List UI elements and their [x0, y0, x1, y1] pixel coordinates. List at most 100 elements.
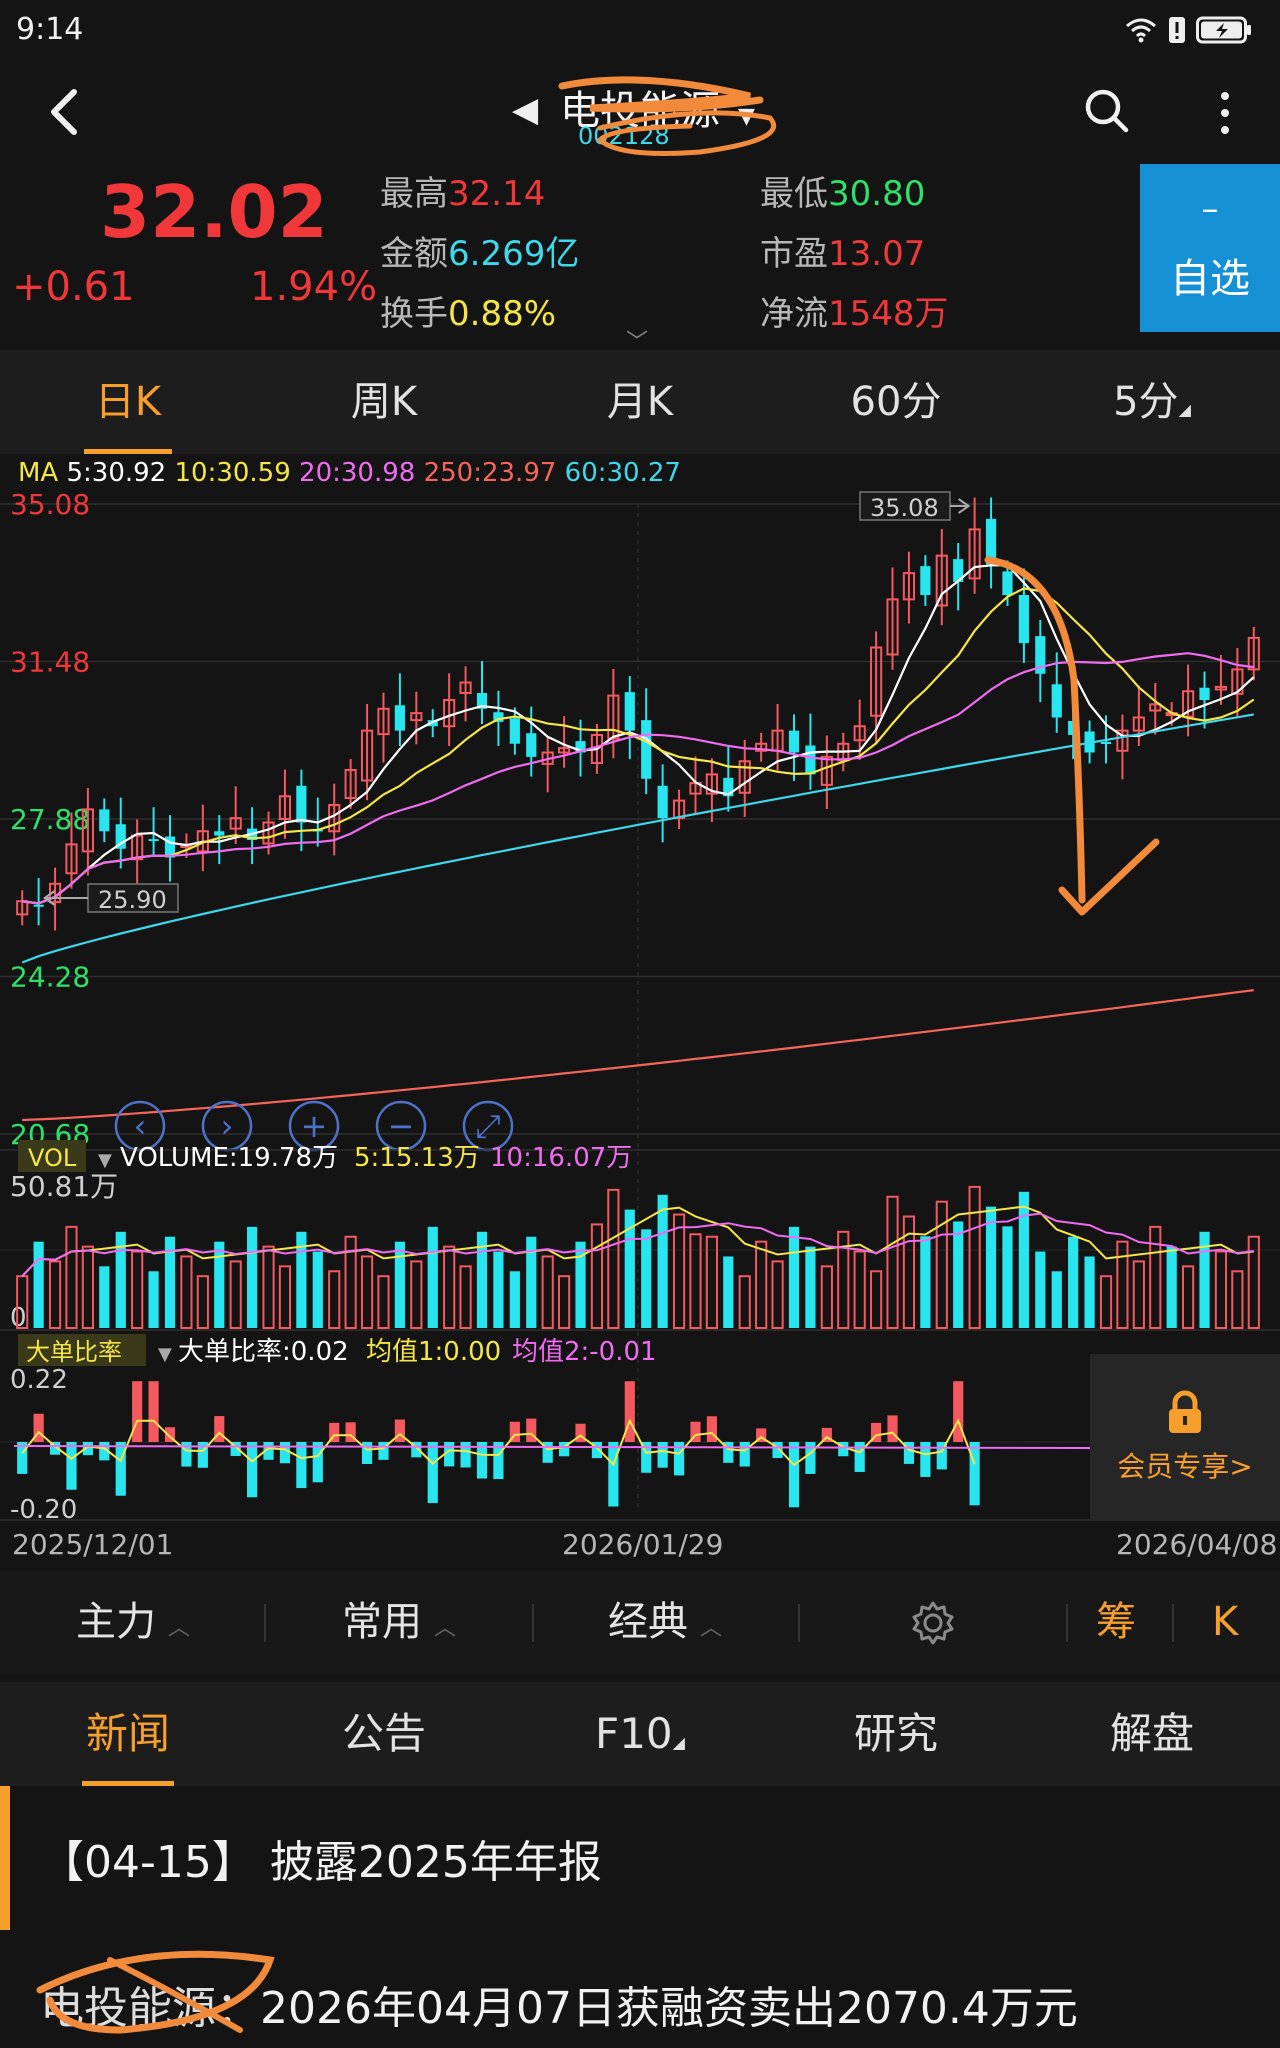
big-order-bar — [279, 1442, 291, 1464]
candle — [935, 554, 948, 607]
more-vertical-icon[interactable] — [1210, 88, 1240, 138]
candle — [870, 646, 883, 717]
candle — [755, 742, 768, 752]
tab-60min[interactable]: 60分 — [850, 379, 942, 425]
settings-gear-icon[interactable] — [910, 1600, 956, 1646]
volume-bar — [837, 1230, 850, 1330]
chip-distribution-button[interactable]: 筹 — [1096, 1599, 1136, 1645]
volume-bar — [81, 1245, 94, 1329]
ma-legend: MA 5:30.92 10:30.59 20:30.98 250:23.97 6… — [18, 458, 681, 488]
big-order-bar — [476, 1442, 488, 1479]
volume-bar — [1231, 1270, 1244, 1330]
volume-bar — [328, 1270, 341, 1330]
volume-bar — [1084, 1256, 1095, 1328]
candle — [985, 518, 997, 565]
volume-bar — [886, 1195, 899, 1329]
big-order-bar — [214, 1416, 225, 1442]
k-button[interactable]: K — [1212, 1599, 1239, 1645]
big-order-bar — [493, 1442, 504, 1480]
news-list: 【04-15】 披露2025年年报 电投能源：2026年04月07日获融资卖出2… — [0, 1786, 1280, 2048]
big-order-bar — [526, 1418, 537, 1442]
prev-stock-icon[interactable]: ◀ — [512, 90, 539, 130]
big-order-bar — [82, 1442, 93, 1456]
volume-bar — [360, 1255, 374, 1330]
candle — [410, 712, 423, 722]
volume-bar — [788, 1226, 800, 1328]
candle — [1068, 721, 1079, 735]
news-item[interactable]: 【04-15】 披露2025年年报 — [40, 1837, 602, 1888]
search-icon[interactable] — [1082, 86, 1132, 136]
tab-weekly[interactable]: 周K — [350, 379, 418, 425]
volume-bar — [1002, 1226, 1013, 1328]
volume-bar — [590, 1223, 604, 1330]
candle — [1002, 571, 1013, 595]
volume-bar — [1051, 1271, 1062, 1328]
tab-announcements[interactable]: 公告 — [341, 1709, 426, 1758]
toolbar-main-force[interactable]: 主力 ︿ — [76, 1599, 191, 1645]
volume-bar — [1182, 1265, 1195, 1330]
big-order-bar — [361, 1442, 373, 1465]
big-order-bar — [903, 1442, 915, 1464]
volume-bar — [657, 1194, 668, 1328]
candle — [1100, 742, 1112, 744]
volume-bar — [705, 1235, 718, 1329]
volume-bar — [148, 1271, 159, 1328]
big-order-bar — [788, 1442, 800, 1508]
big-order-bar — [247, 1442, 258, 1498]
toolbar-classic[interactable]: 经典 ︿ — [608, 1599, 723, 1645]
volume-bar — [296, 1231, 307, 1328]
add-favorite-button[interactable]: – 自选 — [1140, 164, 1280, 332]
tab-daily[interactable]: 日K — [0, 350, 256, 454]
big-order-bar — [805, 1442, 816, 1474]
volume-bar — [1068, 1236, 1079, 1328]
volume-bar — [935, 1200, 948, 1329]
candle — [377, 707, 390, 736]
member-exclusive-panel[interactable]: 会员专享> — [1090, 1354, 1280, 1520]
volume-bar — [689, 1233, 702, 1330]
period-tabs: 日K 周K 月K 60分 5分◢ — [0, 350, 1280, 454]
candle — [493, 712, 504, 722]
candle — [459, 681, 472, 694]
ma250-line — [22, 989, 1254, 1122]
chevron-down-icon: ▼ — [98, 1150, 112, 1171]
chevron-down-icon[interactable]: ﹀ — [626, 330, 649, 355]
tab-news[interactable]: 新闻 — [0, 1682, 256, 1786]
volume-bar — [575, 1241, 586, 1328]
volume-max-label: 50.81万 — [10, 1170, 118, 1203]
big-order-bar — [756, 1428, 767, 1442]
toolbar-common[interactable]: 常用 ︿ — [342, 1599, 457, 1645]
member-exclusive-label: 会员专享> — [1117, 1450, 1253, 1483]
big-order-bar — [148, 1381, 159, 1442]
news-item[interactable]: 电投能源：2026年04月07日获融资卖出2070.4万元 — [40, 1983, 1078, 2034]
big-order-bar — [969, 1442, 980, 1506]
chevron-up-icon: ︿ — [700, 1616, 723, 1641]
volume-bar — [672, 1213, 686, 1329]
volume-bar — [115, 1231, 126, 1328]
vol-tag-bg — [18, 1140, 86, 1172]
tab-monthly[interactable]: 月K — [606, 379, 674, 425]
metric-high: 最高32.14 — [380, 174, 546, 214]
date-label-start: 2025/12/01 — [12, 1528, 174, 1561]
toolbar-divider — [532, 1604, 534, 1642]
volume-bar — [607, 1188, 620, 1330]
big-order-bar — [509, 1421, 520, 1442]
tab-analysis[interactable]: 解盘 — [1109, 1709, 1194, 1758]
candle — [1231, 668, 1244, 695]
candle — [360, 729, 374, 782]
volume-bar — [771, 1260, 784, 1330]
volume-bar — [509, 1271, 520, 1328]
back-arrow-icon[interactable] — [36, 82, 96, 142]
tab-5min[interactable]: 5分◢ — [1113, 379, 1191, 425]
tab-research[interactable]: 研究 — [853, 1709, 938, 1758]
tab-f10[interactable]: F10◢ — [595, 1709, 685, 1758]
high-marker-arrow — [950, 498, 971, 514]
big-order-bar — [953, 1381, 964, 1442]
volume-bar — [541, 1255, 554, 1330]
volume-bar — [65, 1225, 78, 1330]
candle — [476, 693, 488, 709]
big-order-bar — [920, 1442, 931, 1477]
volume-bar — [1199, 1231, 1210, 1328]
price-change: +0.61 — [12, 264, 135, 310]
candle — [1199, 687, 1210, 700]
